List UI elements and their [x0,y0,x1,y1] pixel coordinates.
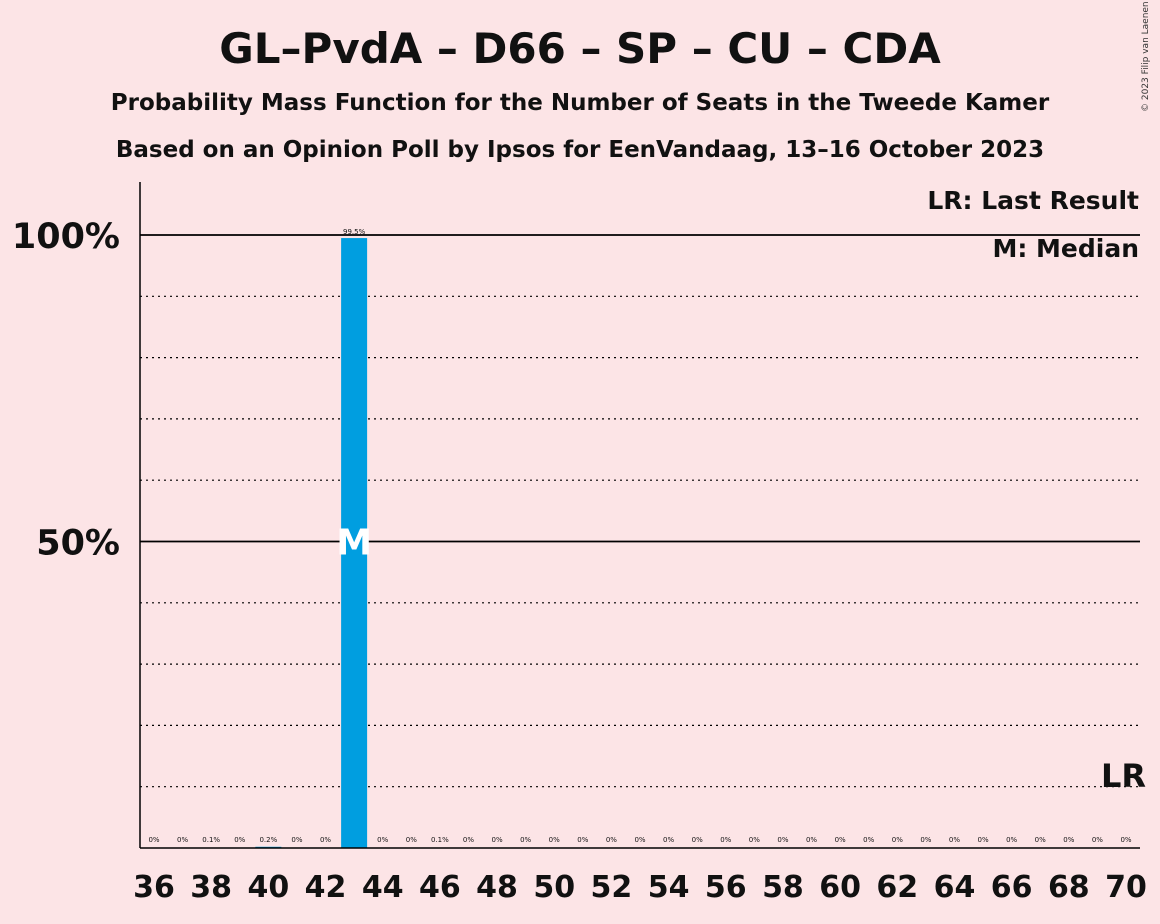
x-tick-label: 68 [1048,870,1090,905]
markers: M LR [336,523,1146,796]
x-tick-label: 48 [476,870,518,905]
value-label: 0% [1063,836,1074,844]
value-label: 0% [835,836,846,844]
value-label: 0% [492,836,503,844]
x-tick-label: 46 [419,870,461,905]
legend-median: M: Median [992,234,1139,263]
value-label: 0% [1035,836,1046,844]
x-tick-labels: 36 38 40 42 44 46 48 50 52 54 56 58 60 62 64 66 68 70 [133,870,1147,905]
y-tick-labels: 50% 100% [12,217,120,564]
value-label: 0% [606,836,617,844]
value-label: 99.5% [343,228,366,236]
value-label: 0% [892,836,903,844]
last-result-marker: LR [1101,757,1146,795]
x-tick-label: 40 [247,870,289,905]
value-label: 0% [148,836,159,844]
value-label: 0% [863,836,874,844]
x-tick-label: 66 [991,870,1033,905]
value-label: 0% [634,836,645,844]
value-label: 0% [749,836,760,844]
x-tick-label: 52 [591,870,633,905]
value-label: 0% [577,836,588,844]
x-tick-label: 60 [819,870,861,905]
value-label: 0% [406,836,417,844]
value-label: 0% [377,836,388,844]
legend-last-result: LR: Last Result [927,186,1139,215]
value-label: 0% [663,836,674,844]
grid-lines [140,235,1140,787]
value-label: 0% [720,836,731,844]
y-tick-label: 50% [36,524,120,564]
value-label: 0% [692,836,703,844]
x-tick-label: 44 [362,870,404,905]
x-tick-label: 56 [705,870,747,905]
value-label: 0% [234,836,245,844]
value-label: 0% [520,836,531,844]
value-label: 0% [320,836,331,844]
x-tick-label: 42 [305,870,347,905]
x-tick-label: 70 [1105,870,1147,905]
value-label: 0% [463,836,474,844]
x-tick-label: 38 [190,870,232,905]
median-marker: M [336,523,372,564]
value-label: 0% [777,836,788,844]
x-tick-label: 54 [648,870,690,905]
value-label: 0.1% [202,836,220,844]
value-label: 0% [291,836,302,844]
value-label: 0.2% [259,836,277,844]
value-label: 0% [949,836,960,844]
value-label: 0% [1006,836,1017,844]
value-label: 0% [549,836,560,844]
x-tick-label: 62 [876,870,918,905]
y-tick-label: 100% [12,217,120,257]
value-labels: 0% 0% 0.1% 0% 0.2% 0% 0% 99.5% 0% 0% 0.1% 0% 0% 0% 0% 0… [148,228,1131,844]
x-tick-label: 64 [934,870,976,905]
x-tick-label: 58 [762,870,804,905]
value-label: 0% [177,836,188,844]
value-label: 0% [806,836,817,844]
x-tick-label: 50 [533,870,575,905]
value-label: 0% [920,836,931,844]
value-label: 0% [978,836,989,844]
value-label: 0% [1092,836,1103,844]
value-label: 0% [1120,836,1131,844]
value-label: 0.1% [431,836,449,844]
axes [140,182,1140,848]
x-tick-label: 36 [133,870,175,905]
